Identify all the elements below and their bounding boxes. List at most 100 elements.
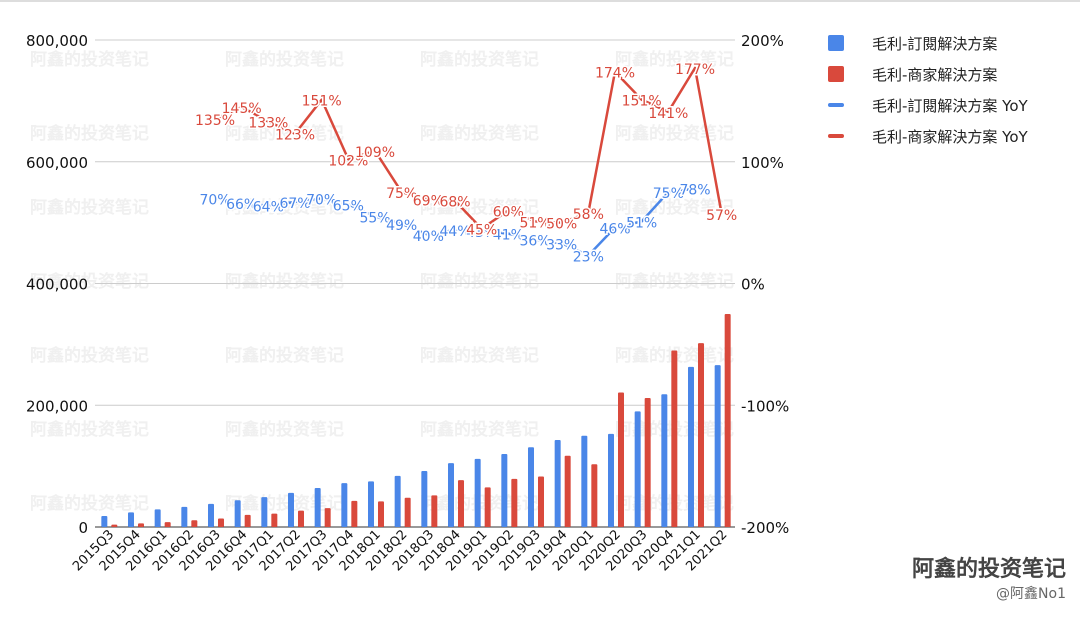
data-label: 50% <box>546 217 577 233</box>
watermark-text: 阿鑫的投资笔记 <box>615 123 734 144</box>
bar-subscription <box>261 497 268 527</box>
bar-subscription <box>474 458 481 527</box>
data-label: 70% <box>306 192 337 208</box>
legend-swatch-merchant <box>828 66 844 82</box>
legend-item-subscription[interactable]: 毛利-訂閱解決方案 <box>828 28 1078 58</box>
watermark-text: 阿鑫的投资笔记 <box>225 197 344 218</box>
data-label: 174% <box>595 66 635 82</box>
data-label: 68% <box>439 195 470 211</box>
data-label: 75% <box>653 186 684 202</box>
data-label: 70% <box>199 192 230 208</box>
legend-label: 毛利-訂閱解決方案 YoY <box>872 96 1028 115</box>
line-subscription-yoy <box>214 187 696 257</box>
bar-merchant <box>511 478 518 527</box>
bar-merchant <box>458 480 464 527</box>
right-tick-label: 200% <box>741 32 784 50</box>
bar-merchant <box>191 520 198 527</box>
watermark-text: 阿鑫的投资笔记 <box>225 493 344 514</box>
watermark-text: 阿鑫的投资笔记 <box>30 49 149 70</box>
data-label: 44% <box>439 224 470 240</box>
right-tick-label: 0% <box>741 276 765 294</box>
bar-merchant <box>431 495 438 527</box>
bar-merchant <box>111 524 118 527</box>
right-tick-label: -100% <box>741 397 789 415</box>
data-label: 65% <box>333 198 364 214</box>
watermark-text: 阿鑫的投资笔记 <box>420 271 539 292</box>
bar-merchant <box>564 455 571 527</box>
left-tick-label: 800,000 <box>26 32 88 50</box>
bar-subscription <box>154 509 161 527</box>
data-label: 43% <box>466 225 497 241</box>
watermark-text: 阿鑫的投资笔记 <box>615 271 734 292</box>
bar-subscription <box>288 492 294 527</box>
credit-handle: @阿鑫No1 <box>996 586 1066 602</box>
data-label: 151% <box>302 94 342 110</box>
legend-item-merchant-yoy[interactable]: 毛利-商家解決方案 YoY <box>828 121 1078 151</box>
legend-item-subscription-yoy[interactable]: 毛利-訂閱解決方案 YoY <box>828 90 1078 120</box>
bar-subscription <box>101 516 108 527</box>
bar-subscription <box>554 439 561 527</box>
legend-line-merchant-yoy <box>828 134 844 138</box>
data-label: 40% <box>413 229 444 245</box>
watermark-text: 阿鑫的投资笔记 <box>420 123 539 144</box>
bar-subscription <box>528 447 534 527</box>
bar-merchant <box>218 518 224 527</box>
watermark-text: 阿鑫的投资笔记 <box>225 345 344 366</box>
bar-merchant <box>484 487 491 527</box>
bar-merchant <box>644 397 651 527</box>
bar-merchant <box>298 510 304 527</box>
watermark-text: 阿鑫的投资笔记 <box>225 49 344 70</box>
watermark-text: 阿鑫的投资笔记 <box>225 271 344 292</box>
watermark-text: 阿鑫的投资笔记 <box>420 345 539 366</box>
legend: 毛利-訂閱解決方案 毛利-商家解決方案 毛利-訂閱解決方案 YoY 毛利-商家解… <box>828 28 1078 152</box>
data-label: 51% <box>626 215 657 231</box>
data-label: 102% <box>328 153 368 169</box>
bar-merchant <box>538 476 544 527</box>
bar-subscription <box>314 488 321 527</box>
bar-merchant <box>404 497 411 527</box>
watermark-text: 阿鑫的投资笔记 <box>30 493 149 514</box>
credit-brand: 阿鑫的投资笔记 <box>911 557 1066 582</box>
bar-subscription <box>128 512 134 527</box>
data-label: 69% <box>413 193 444 209</box>
watermark-text: 阿鑫的投资笔记 <box>420 419 539 440</box>
bar-merchant <box>138 523 144 527</box>
watermark-text: 阿鑫的投资笔记 <box>30 271 149 292</box>
bar-merchant <box>351 500 358 527</box>
watermark-text: 阿鑫的投资笔记 <box>30 197 149 218</box>
legend-label: 毛利-商家解決方案 YoY <box>872 127 1028 146</box>
bar-merchant <box>164 522 171 527</box>
data-label: 58% <box>573 207 604 223</box>
data-label: 135% <box>195 113 235 129</box>
bar-subscription <box>341 483 348 527</box>
bar-subscription <box>368 481 374 527</box>
data-label: 60% <box>493 204 524 220</box>
bar-merchant <box>244 514 251 527</box>
bar-merchant <box>378 501 384 527</box>
bar-merchant <box>671 350 678 527</box>
watermark-text: 阿鑫的投资笔记 <box>30 123 149 144</box>
data-label: 51% <box>519 215 550 231</box>
data-label: 64% <box>253 200 284 216</box>
bar-subscription <box>661 394 668 527</box>
bar-merchant <box>324 508 331 527</box>
bar-subscription <box>208 503 214 527</box>
bar-subscription <box>181 506 188 527</box>
watermark-text: 阿鑫的投资笔记 <box>420 49 539 70</box>
data-label: 45% <box>466 223 497 239</box>
data-label: 66% <box>226 197 257 213</box>
data-label: 23% <box>573 249 604 265</box>
watermark-text: 阿鑫的投资笔记 <box>615 197 734 218</box>
legend-item-merchant[interactable]: 毛利-商家解決方案 <box>828 59 1078 89</box>
watermark-text: 阿鑫的投资笔记 <box>420 197 539 218</box>
bar-subscription <box>448 463 454 527</box>
watermark-text: 阿鑫的投资笔记 <box>615 49 734 70</box>
left-tick-label: 0 <box>78 519 88 537</box>
bar-subscription <box>421 470 428 527</box>
bar-merchant <box>724 313 731 527</box>
data-label: 57% <box>706 208 737 224</box>
data-label: 36% <box>519 234 550 250</box>
bar-subscription <box>501 453 508 527</box>
watermark-text: 阿鑫的投资笔记 <box>225 419 344 440</box>
bar-merchant <box>591 464 598 527</box>
